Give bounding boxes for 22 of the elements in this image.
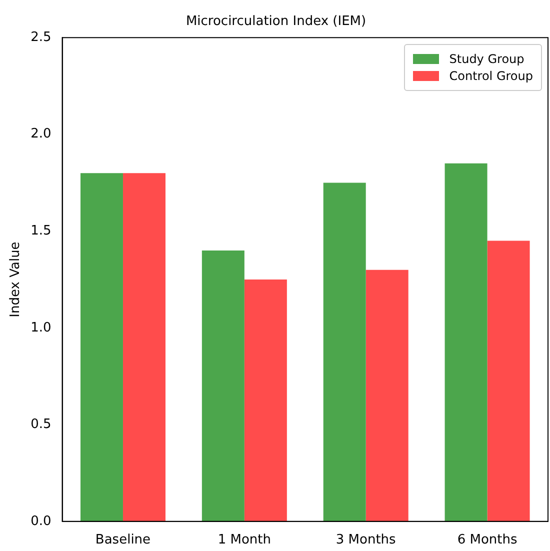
y-axis-title: Index Value [8,242,24,318]
bar [122,173,166,522]
bar [202,250,244,522]
bar [444,163,488,522]
bar [244,280,287,522]
bar [80,173,123,522]
x-tick-label: 1 Month [218,532,271,548]
y-tick-label: 1.5 [30,223,52,238]
x-tick-label: 3 Months [336,532,396,548]
y-tick-label: 2.5 [30,30,52,45]
x-tick-label: 6 Months [457,532,518,548]
bar [366,270,408,522]
legend-label: Control Group [449,68,533,83]
x-tick-label: Baseline [95,532,151,548]
y-tick-label: 2.0 [30,126,52,142]
bar [323,182,366,522]
y-tick-label: 0.5 [30,417,52,432]
bar [487,240,530,522]
legend-label: Study Group [449,52,524,66]
chart-title: Microcirculation Index (IEM) [186,14,366,30]
y-tick-label: 1.0 [30,320,52,336]
y-tick-label: 0.0 [30,514,52,529]
